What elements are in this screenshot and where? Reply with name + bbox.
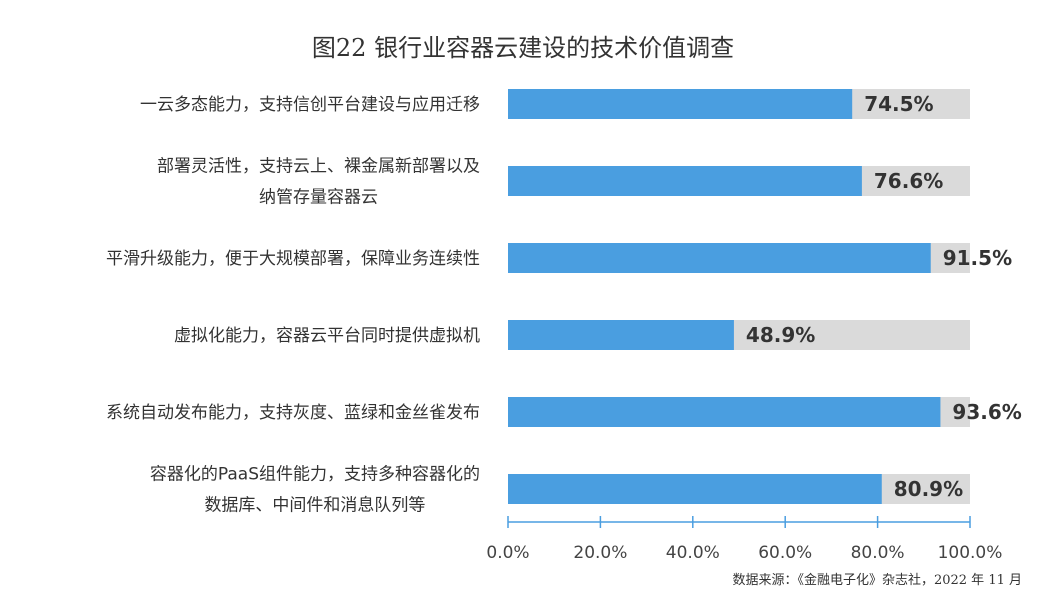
category-label: 容器化的PaaS组件能力，支持多种容器化的 [150,465,480,485]
category-label: 虚拟化能力，容器云平台同时提供虚拟机 [174,326,480,346]
chart-title: 图22 银行业容器云建设的技术价值调查 [311,34,735,62]
x-tick-label: 20.0% [573,543,627,563]
value-label: 93.6% [952,400,1021,424]
x-tick-label: 60.0% [758,543,812,563]
category-label: 一云多态能力，支持信创平台建设与应用迁移 [140,95,480,115]
x-tick-label: 0.0% [486,543,529,563]
source-note: 数据来源：《金融电子化》杂志社，2022 年 11 月 [732,573,1022,588]
value-label: 76.6% [874,169,943,193]
bar [508,320,734,350]
x-axis: 0.0% 20.0% 40.0% 60.0% 80.0% 100.0% [486,516,1002,563]
x-tick-label: 40.0% [666,543,720,563]
bar-row: 48.9% 虚拟化能力，容器云平台同时提供虚拟机 [174,320,970,350]
value-label: 48.9% [746,323,815,347]
x-tick-label: 80.0% [851,543,905,563]
category-label: 数据库、中间件和消息队列等 [204,496,425,516]
value-label: 74.5% [864,92,933,116]
bar [508,243,931,273]
bars-layer: 74.5% 一云多态能力，支持信创平台建设与应用迁移 76.6% 部署灵活性，支持云上… [106,89,1022,516]
bar-row: 74.5% 一云多态能力，支持信创平台建设与应用迁移 [140,89,970,119]
bar [508,166,862,196]
category-label: 系统自动发布能力，支持灰度、蓝绿和金丝雀发布 [106,403,480,423]
category-label: 平滑升级能力，便于大规模部署，保障业务连续性 [106,249,480,269]
bar [508,89,853,119]
category-label: 纳管存量容器云 [259,188,378,208]
bar-row: 91.5% 平滑升级能力，便于大规模部署，保障业务连续性 [106,243,1012,273]
value-label: 91.5% [943,246,1012,270]
category-label: 部署灵活性，支持云上、裸金属新部署以及 [157,157,480,177]
bar [508,397,941,427]
bar-row: 93.6% 系统自动发布能力，支持灰度、蓝绿和金丝雀发布 [106,397,1022,427]
value-label: 80.9% [894,477,963,501]
bar [508,474,882,504]
x-tick-label: 100.0% [938,543,1003,563]
